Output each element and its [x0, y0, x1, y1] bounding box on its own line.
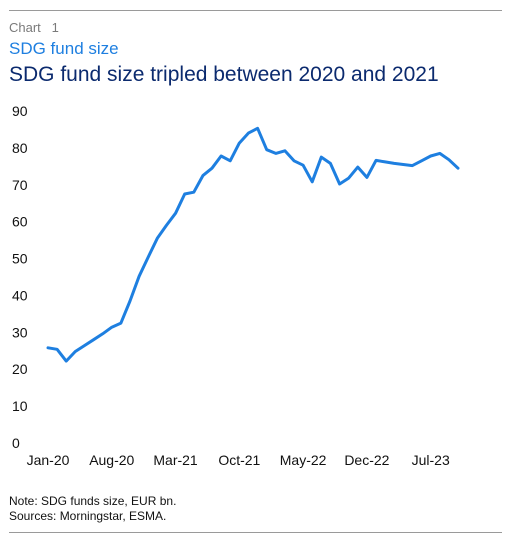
series-line — [46, 126, 460, 363]
chart-number: Chart 1 — [9, 20, 59, 35]
y-tick-label: 10 — [12, 398, 28, 414]
x-tick-label: May-22 — [280, 452, 327, 468]
x-tick-label: Dec-22 — [344, 452, 389, 468]
y-tick-label: 90 — [12, 103, 28, 119]
y-tick-label: 0 — [12, 435, 20, 451]
chart-note: Note: SDG funds size, EUR bn. — [9, 494, 177, 508]
x-tick-label: Jan-20 — [27, 452, 70, 468]
y-tick-label: 40 — [12, 287, 28, 303]
top-rule — [9, 10, 502, 11]
bottom-rule — [9, 532, 502, 533]
x-tick-label: Jul-23 — [412, 452, 450, 468]
y-tick-label: 20 — [12, 361, 28, 377]
chart-sources: Sources: Morningstar, ESMA. — [9, 509, 167, 523]
x-tick-label: Oct-21 — [218, 452, 260, 468]
y-tick-label: 70 — [12, 177, 28, 193]
y-tick-label: 50 — [12, 251, 28, 267]
x-tick-label: Mar-21 — [153, 452, 198, 468]
chart-title: SDG fund size tripled between 2020 and 2… — [9, 63, 439, 86]
chart-subtitle: SDG fund size — [9, 39, 119, 58]
x-tick-label: Aug-20 — [89, 452, 134, 468]
y-tick-label: 80 — [12, 140, 28, 156]
series-layer — [46, 126, 460, 363]
y-tick-label: 60 — [12, 214, 28, 230]
y-tick-label: 30 — [12, 324, 28, 340]
x-axis-ticks: Jan-20 Aug-20 Mar-21 Oct-21 May-22 Dec-22 Jul-… — [27, 452, 450, 468]
y-axis-ticks: 0 10 20 30 40 50 60 70 80 90 — [12, 103, 28, 451]
